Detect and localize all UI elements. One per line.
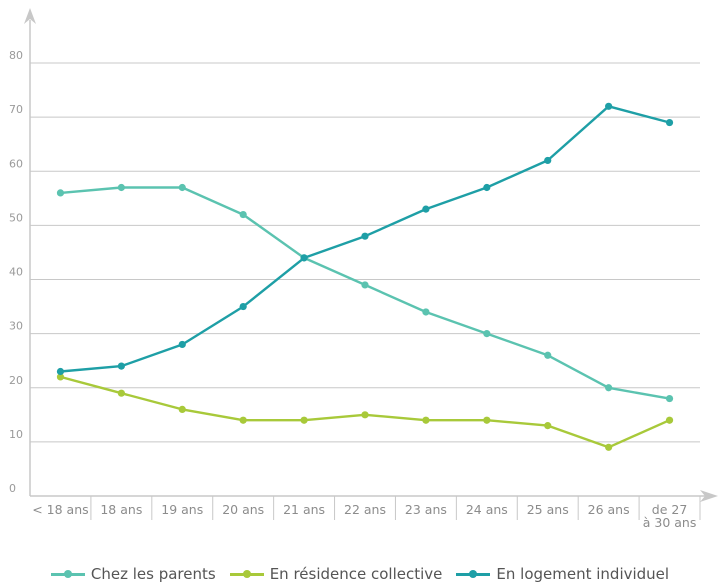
point-en-residence-collective-25-ans	[544, 422, 552, 430]
point-chez-les-parents-26-ans	[605, 384, 613, 392]
legend: Chez les parents En résidence collective…	[0, 563, 720, 585]
point-chez-les-parents-22-ans	[361, 281, 369, 289]
point-en-logement-individuel-20-ans	[239, 302, 247, 311]
legend-item-en-residence-collective: En résidence collective	[229, 563, 443, 585]
point-en-residence-collective-23-ans	[422, 416, 430, 424]
legend-label-en-residence-collective: En résidence collective	[269, 565, 443, 583]
x-axis-arrow-icon	[700, 490, 718, 502]
x-tick-label-26-ans: 26 ans	[588, 502, 630, 517]
point-en-logement-individuel-de-27-a-30-ans	[665, 118, 674, 127]
line-chart: 0 10 20 30 40 50 60 70 80 < 18 ans 18 ans 19 ans 20 …	[9, 8, 718, 530]
point-en-residence-collective-18-ans	[56, 373, 65, 381]
y-axis-arrow-icon	[24, 8, 36, 24]
x-tick-label-20-ans: 20 ans	[222, 502, 264, 517]
y-tick-label-10: 10	[9, 428, 23, 441]
legend-swatch-en-residence-collective	[229, 568, 264, 580]
point-en-logement-individuel-21-ans	[300, 254, 308, 262]
point-chez-les-parents-18-ans	[117, 183, 125, 192]
point-en-residence-collective-18-ans	[117, 389, 125, 397]
legend-item-chez-les-parents: Chez les parents	[50, 563, 216, 585]
point-en-residence-collective-20-ans	[239, 416, 247, 424]
y-tick-label-20: 20	[9, 374, 23, 387]
legend-label-en-logement-individuel: En logement individuel	[496, 565, 670, 583]
point-chez-les-parents-18-ans	[56, 189, 65, 197]
point-en-logement-individuel-25-ans	[544, 156, 552, 165]
point-en-residence-collective-21-ans	[300, 416, 308, 424]
x-tick-label-23-ans: 23 ans	[405, 502, 447, 517]
point-en-residence-collective-24-ans	[483, 416, 491, 424]
point-chez-les-parents-20-ans	[239, 210, 247, 219]
x-tick-label-18-ans: 18 ans	[100, 502, 142, 517]
point-en-logement-individuel-23-ans	[422, 205, 430, 213]
y-tick-label-0: 0	[9, 482, 16, 495]
x-tick-label-19-ans: 19 ans	[161, 502, 203, 517]
y-tick-label-60: 60	[9, 157, 23, 170]
point-en-logement-individuel-24-ans	[483, 183, 491, 192]
point-en-logement-individuel-19-ans	[178, 340, 186, 349]
x-tick-label-18-ans: < 18 ans	[32, 502, 88, 517]
legend-swatch-en-logement-individuel	[456, 568, 491, 580]
legend-swatch-chez-les-parents	[50, 568, 85, 580]
point-chez-les-parents-24-ans	[483, 330, 491, 338]
x-tick-label-22-ans: 22 ans	[344, 502, 386, 517]
y-tick-label-40: 40	[9, 266, 23, 279]
point-en-residence-collective-26-ans	[605, 443, 613, 451]
point-chez-les-parents-de-27-a-30-ans	[665, 394, 674, 403]
point-en-logement-individuel-26-ans	[605, 102, 613, 110]
point-chez-les-parents-25-ans	[544, 351, 552, 359]
point-en-logement-individuel-22-ans	[361, 232, 369, 240]
y-tick-label-70: 70	[9, 103, 23, 116]
point-chez-les-parents-23-ans	[422, 308, 430, 316]
legend-item-en-logement-individuel: En logement individuel	[456, 563, 669, 585]
point-en-residence-collective-22-ans	[361, 411, 369, 419]
x-tick-label-21-ans: 21 ans	[283, 502, 325, 517]
y-tick-label-50: 50	[9, 211, 23, 224]
point-en-residence-collective-19-ans	[178, 405, 186, 413]
point-en-logement-individuel-18-ans	[117, 362, 125, 370]
point-en-residence-collective-de-27-a-30-ans	[665, 416, 674, 424]
x-tick-label-25-ans: 25 ans	[527, 502, 569, 517]
point-en-logement-individuel-18-ans	[56, 367, 65, 376]
series-line-chez-les-parents	[60, 186, 670, 400]
x-tick-label-24-ans: 24 ans	[466, 502, 508, 517]
y-tick-label-80: 80	[9, 49, 23, 62]
point-chez-les-parents-19-ans	[178, 183, 186, 192]
x-tick-label-de-27-a-30-ans: de 27 à 30 ans	[643, 502, 697, 530]
legend-label-chez-les-parents: Chez les parents	[90, 565, 216, 583]
y-tick-label-30: 30	[9, 320, 23, 333]
